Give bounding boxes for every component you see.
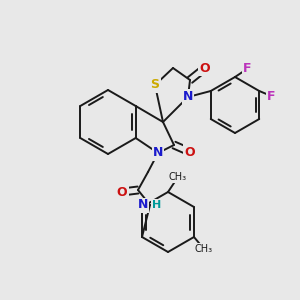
Text: O: O — [200, 61, 210, 74]
Text: F: F — [267, 89, 275, 103]
Text: N: N — [153, 146, 163, 160]
Text: N: N — [183, 91, 193, 103]
Text: H: H — [152, 200, 161, 210]
Text: S: S — [151, 79, 160, 92]
Text: CH₃: CH₃ — [169, 172, 187, 182]
Text: O: O — [185, 146, 195, 158]
Text: O: O — [117, 185, 127, 199]
Text: N: N — [138, 199, 148, 212]
Text: CH₃: CH₃ — [195, 244, 213, 254]
Text: F: F — [243, 62, 251, 76]
